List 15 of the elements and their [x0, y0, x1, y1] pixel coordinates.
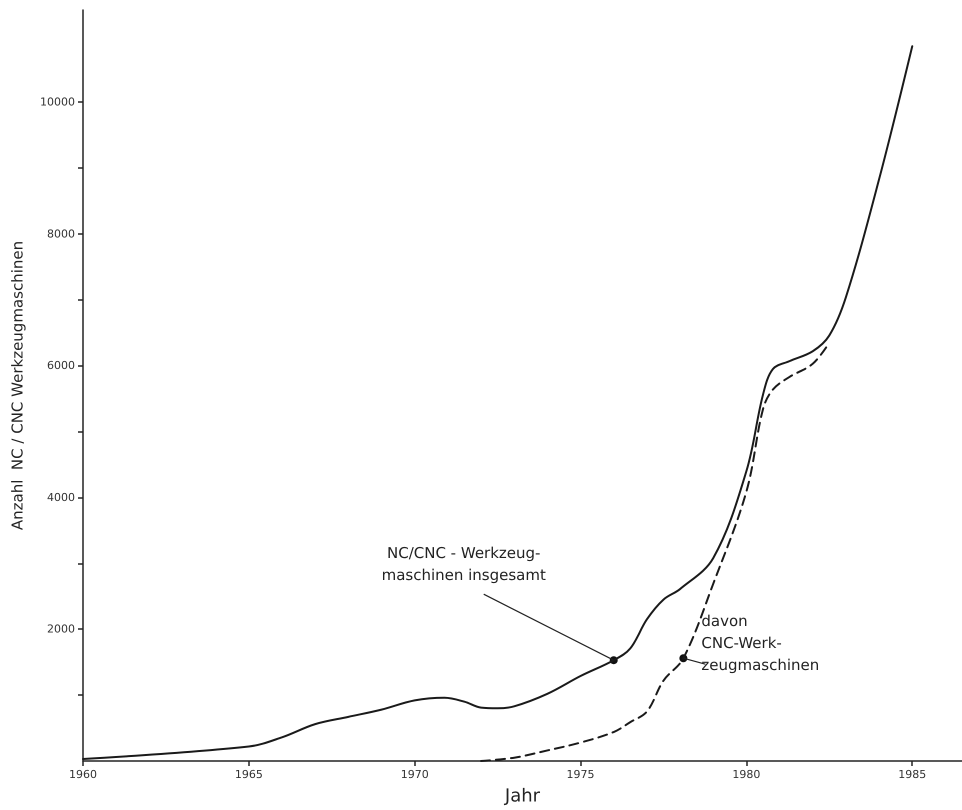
x-axis-title: Jahr [504, 786, 541, 806]
y-tick-label: 6000 [47, 359, 75, 372]
x-tick-label: 1965 [234, 768, 263, 781]
annotation: NC/CNC - Werkzeug- maschinen insgesamt [382, 544, 546, 584]
y-tick-label: 4000 [47, 490, 75, 504]
x-tick-label: 1975 [566, 768, 595, 781]
y-tick-label: 2000 [47, 622, 75, 636]
y-tick-label: 10000 [40, 96, 75, 109]
y-axis-title: Anzahl NC / CNC Werkzeugmaschinen [8, 240, 26, 530]
y-tick-label: 8000 [47, 227, 75, 240]
x-tick-label: 1970 [400, 768, 429, 781]
annotation: davon CNC-Werk- zeugmaschinen [701, 612, 820, 674]
x-tick-label: 1985 [898, 768, 926, 781]
x-tick-label: 1960 [69, 768, 97, 781]
x-tick-label: 1980 [732, 768, 760, 781]
